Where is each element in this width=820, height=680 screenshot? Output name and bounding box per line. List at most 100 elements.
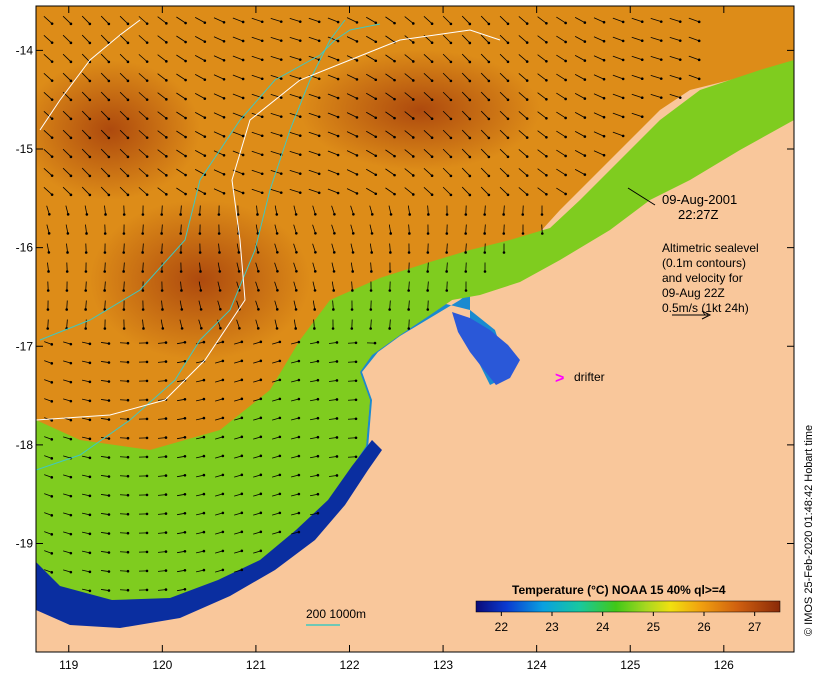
velocity-arrow-head	[50, 193, 54, 196]
velocity-arrow-head	[256, 251, 260, 254]
velocity-arrow	[484, 224, 486, 234]
velocity-arrow	[366, 111, 376, 119]
velocity-arrow	[157, 361, 167, 363]
velocity-arrow-head	[164, 474, 168, 477]
velocity-arrow-head	[88, 437, 92, 441]
velocity-arrow	[63, 398, 71, 402]
velocity-arrow-head	[297, 530, 301, 534]
velocity-arrow	[480, 15, 490, 25]
velocity-arrow-head	[240, 549, 244, 553]
velocity-arrow	[574, 17, 586, 23]
colorbar-tick-label: 25	[647, 620, 661, 634]
velocity-arrow-head	[69, 174, 73, 178]
velocity-arrow-head	[449, 193, 453, 197]
velocity-arrow-head	[640, 58, 644, 62]
velocity-arrow	[518, 73, 528, 81]
velocity-arrow	[346, 74, 358, 80]
velocity-arrow	[369, 243, 373, 253]
velocity-arrow-head	[259, 378, 263, 382]
velocity-arrow	[119, 167, 129, 177]
velocity-arrow-head	[506, 117, 510, 121]
velocity-arrow-head	[276, 288, 279, 292]
velocity-arrow	[461, 34, 471, 44]
velocity-arrow-head	[203, 21, 207, 24]
velocity-arrow-head	[602, 134, 606, 138]
velocity-arrow	[366, 73, 376, 81]
velocity-arrow-head	[259, 416, 263, 420]
velocity-arrow	[574, 112, 586, 118]
velocity-arrow-head	[126, 398, 130, 402]
velocity-arrow	[499, 91, 509, 101]
colorbar-tick-label: 24	[596, 620, 610, 634]
velocity-arrow	[480, 148, 490, 158]
velocity-arrow	[404, 54, 414, 62]
velocity-arrow	[232, 188, 244, 194]
velocity-arrow	[199, 262, 201, 272]
velocity-arrow	[215, 455, 223, 459]
velocity-arrow-head	[697, 20, 701, 24]
velocity-arrow	[213, 17, 225, 23]
velocity-arrow-head	[145, 60, 149, 63]
velocity-arrow-head	[69, 399, 73, 403]
velocity-arrow-head	[180, 308, 184, 311]
velocity-arrow-head	[449, 60, 453, 64]
velocity-arrow	[366, 168, 376, 176]
velocity-arrow-head	[430, 136, 434, 139]
velocity-arrow-head	[107, 361, 111, 364]
velocity-arrow	[84, 205, 88, 215]
velocity-arrow-head	[316, 492, 320, 496]
velocity-arrow-head	[260, 191, 264, 195]
latitude-axis: -14 -15 -16 -17 -18 -19	[16, 43, 794, 551]
velocity-arrow-head	[279, 172, 283, 175]
velocity-arrow-head	[88, 456, 92, 460]
velocity-arrow-head	[164, 360, 168, 363]
velocity-arrow	[157, 570, 167, 572]
velocity-arrow	[157, 551, 167, 553]
velocity-arrow-head	[145, 531, 149, 535]
velocity-arrow-head	[256, 327, 260, 330]
velocity-arrow-head	[487, 41, 491, 45]
velocity-arrow	[213, 112, 225, 118]
velocity-arrow	[289, 112, 301, 118]
velocity-arrow	[272, 436, 280, 440]
velocity-arrow-head	[331, 327, 335, 330]
velocity-arrow	[215, 569, 223, 573]
velocity-arrow-head	[66, 232, 70, 235]
velocity-arrow-head	[336, 153, 340, 157]
velocity-arrow	[176, 398, 186, 402]
velocity-arrow	[176, 360, 186, 364]
velocity-arrow-head	[279, 115, 283, 118]
velocity-arrow-head	[237, 251, 241, 254]
velocity-arrow	[293, 243, 297, 253]
velocity-arrow	[44, 474, 52, 478]
velocity-arrow-head	[350, 308, 354, 311]
velocity-arrow	[442, 110, 452, 120]
velocity-arrow-head	[164, 455, 168, 458]
velocity-arrow-head	[221, 511, 225, 515]
velocity-arrow	[669, 17, 681, 23]
velocity-arrow-head	[103, 232, 107, 235]
velocity-arrow	[389, 243, 391, 253]
velocity-arrow-head	[502, 213, 505, 216]
velocity-arrow	[104, 300, 106, 310]
velocity-arrow	[253, 455, 261, 459]
velocity-arrow-head	[426, 308, 430, 311]
velocity-arrow	[161, 224, 163, 234]
velocity-arrow	[308, 93, 320, 99]
velocity-arrow-head	[69, 513, 73, 517]
velocity-arrow-head	[50, 533, 54, 536]
velocity-arrow-head	[164, 436, 168, 439]
velocity-arrow	[198, 319, 202, 329]
velocity-arrow-head	[314, 231, 317, 235]
velocity-arrow-head	[164, 531, 168, 534]
velocity-arrow	[157, 475, 167, 477]
velocity-arrow-head	[217, 232, 221, 235]
velocity-arrow	[309, 436, 319, 440]
velocity-arrow	[213, 93, 225, 99]
velocity-arrow-head	[279, 191, 283, 194]
velocity-arrow-head	[259, 511, 263, 515]
velocity-arrow-head	[295, 250, 298, 254]
x-tick-label: 121	[246, 658, 266, 672]
velocity-arrow-head	[183, 569, 187, 572]
velocity-arrow	[119, 15, 129, 25]
